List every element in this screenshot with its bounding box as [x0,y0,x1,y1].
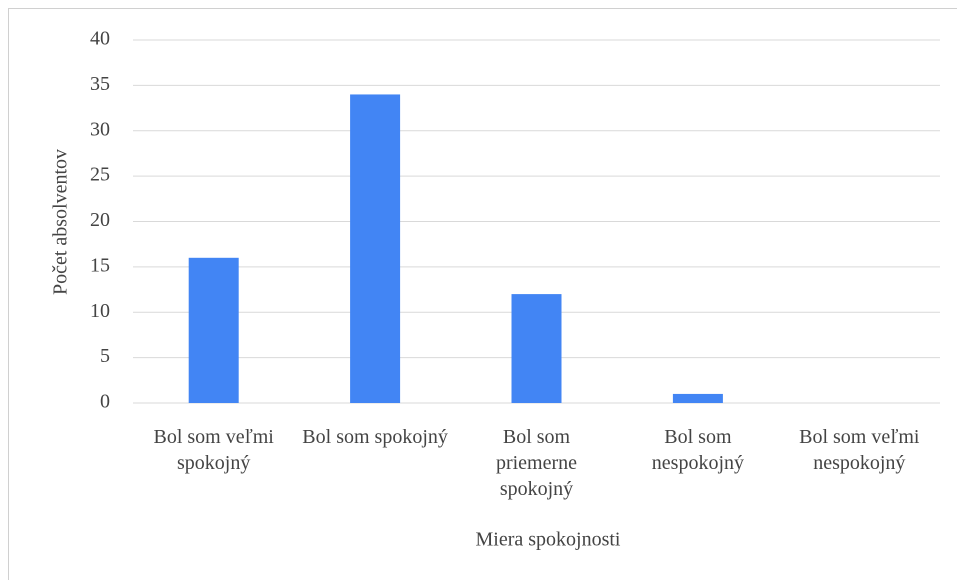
y-tick-label: 0 [100,391,110,413]
x-tick-label: Bol som veľmi spokojný [153,426,274,474]
chart-border [8,8,957,580]
bar [350,94,401,403]
x-tick-label: Bol som priemerne spokojný [495,426,578,500]
y-tick-label: 40 [90,28,110,50]
y-tick-label: 20 [90,209,110,231]
bar [511,294,562,403]
x-tick-label: Bol som spokojný [302,426,448,448]
y-tick-label: 35 [90,73,110,95]
x-tick-label: Bol som nespokojný [651,426,744,474]
x-tick-label: Bol som veľmi nespokojný [799,426,920,474]
bar [188,257,239,403]
y-tick-label: 15 [90,254,110,276]
y-tick-label: 25 [90,164,110,186]
bar [672,393,723,403]
y-tick-label: 5 [100,345,110,367]
y-axis-label: Počet absolventov [50,149,72,295]
y-tick-label: 30 [90,118,110,140]
y-tick-label: 10 [90,300,110,322]
x-axis-label: Miera spokojnosti [476,529,621,551]
